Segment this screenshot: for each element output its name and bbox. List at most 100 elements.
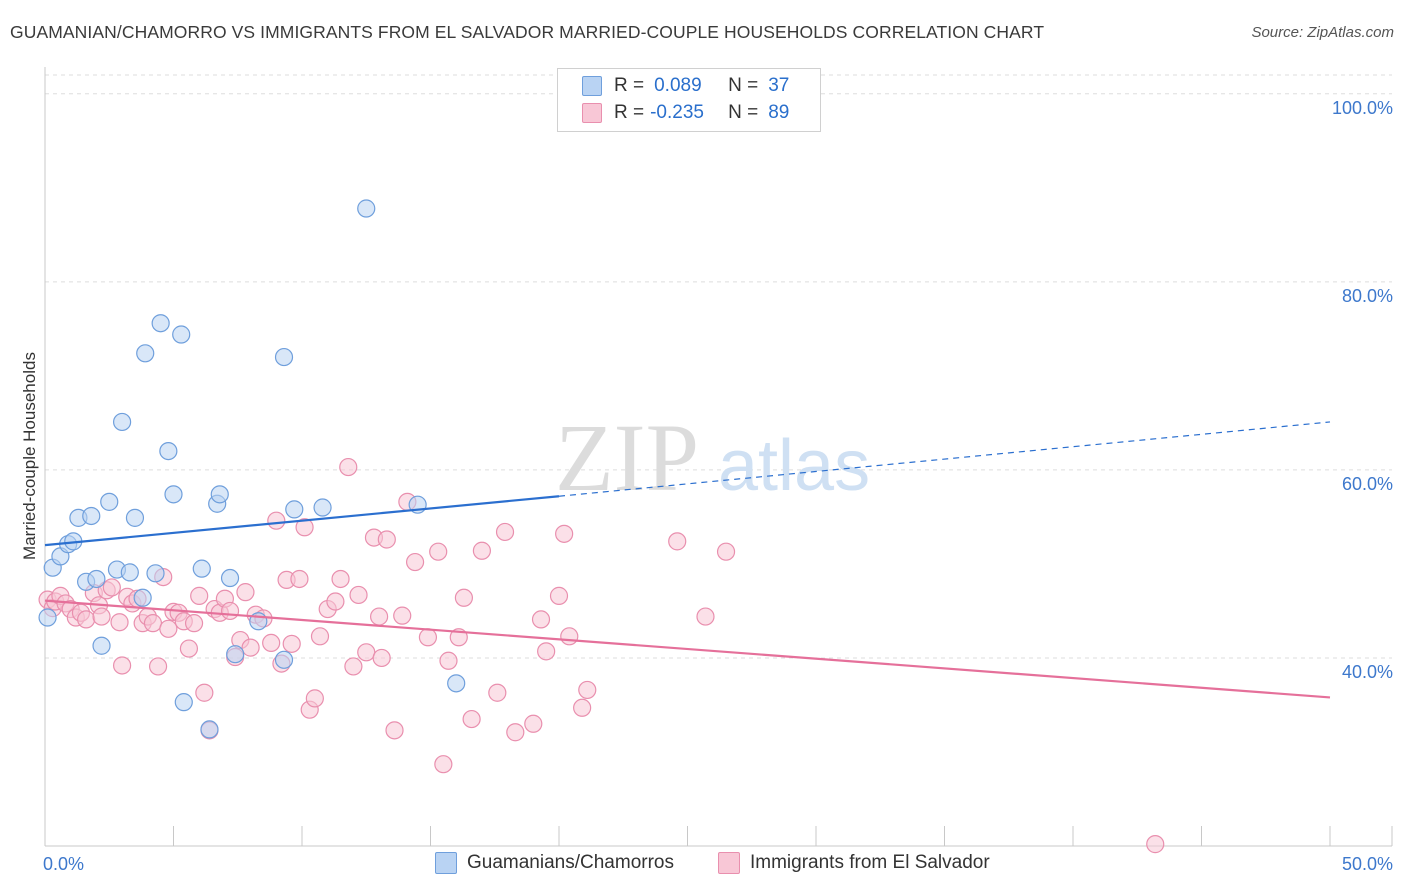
pink-data-point	[555, 524, 574, 543]
pink-data-point	[102, 578, 121, 597]
y-tick-label: 40.0%	[1342, 662, 1393, 682]
bottom-legend-blue-label: Guamanians/Chamorros	[467, 852, 674, 873]
pink-data-point	[439, 651, 458, 670]
pink-data-point	[143, 614, 163, 633]
pink-data-point	[236, 583, 255, 602]
legend-n-label: N =	[728, 75, 759, 96]
pink-swatch-icon	[718, 852, 740, 874]
watermark: ZIP atlas	[555, 404, 870, 511]
pink-data-point	[220, 601, 240, 621]
pink-data-point	[370, 607, 389, 626]
blue-data-point	[38, 608, 57, 627]
blue-data-point	[220, 568, 240, 588]
bottom-legend-blue: Guamanians/Chamorros	[435, 852, 674, 874]
pink-data-point	[549, 586, 569, 605]
pink-data-point	[241, 638, 260, 657]
pink-data-point	[349, 585, 368, 605]
pink-data-point	[184, 614, 204, 633]
blue-data-point	[100, 492, 119, 511]
pink-data-point	[393, 606, 412, 625]
legend-r-value: 0.089	[654, 75, 702, 96]
source-credit: Source: ZipAtlas.com	[1251, 24, 1394, 41]
axes	[44, 67, 1393, 847]
blue-data-point	[200, 720, 219, 739]
blue-swatch-icon	[582, 76, 602, 96]
pink-data-point	[339, 457, 358, 477]
pink-data-point	[405, 552, 425, 572]
legend-n-label: N =	[728, 102, 759, 123]
pink-data-point	[434, 755, 453, 774]
pink-data-point	[668, 532, 687, 551]
pink-data-point	[148, 657, 168, 676]
blue-swatch-icon	[435, 852, 457, 874]
blue-data-point	[226, 645, 245, 664]
watermark-zip: ZIP	[555, 404, 699, 511]
pink-data-point	[537, 642, 556, 661]
blue-data-point	[447, 674, 466, 693]
pink-data-point	[290, 569, 309, 589]
tick-labels: 40.0% 60.0% 80.0% 100.0% 0.0% 50.0%	[43, 98, 1393, 874]
bottom-legend-pink-label: Immigrants from El Salvador	[750, 852, 990, 873]
pink-data-point	[531, 610, 551, 629]
pink-data-point	[495, 522, 515, 542]
pink-data-point	[262, 633, 281, 653]
legend-r-label: R =	[614, 75, 645, 96]
legend-n-value: 37	[768, 75, 790, 96]
pink-data-point	[372, 648, 391, 668]
pink-data-point	[573, 698, 592, 717]
trend-lines	[44, 421, 1331, 699]
pink-trend-line	[44, 599, 1331, 699]
pink-data-point	[190, 586, 209, 605]
correlation-legend: R = 0.089 N = 37 R = -0.235 N = 89	[557, 68, 821, 132]
pink-data-point	[578, 680, 597, 700]
bottom-legend-pink: Immigrants from El Salvador	[718, 852, 990, 874]
legend-r-value: -0.235	[650, 102, 704, 123]
pink-data-point	[377, 530, 396, 549]
pink-data-point	[77, 610, 96, 629]
y-tick-label: 100.0%	[1332, 98, 1393, 118]
blue-data-point	[92, 636, 111, 655]
pink-data-point	[357, 643, 376, 662]
legend-row-pink: R = -0.235 N = 89	[582, 101, 789, 125]
blue-data-point	[159, 441, 178, 461]
pink-data-point	[331, 569, 350, 589]
pink-data-point	[506, 723, 525, 742]
pink-data-point	[418, 628, 438, 647]
pink-data-point	[179, 639, 199, 658]
pink-data-point	[110, 613, 129, 632]
blue-data-point	[210, 485, 229, 504]
pink-data-point	[159, 619, 178, 638]
pink-data-point	[305, 689, 324, 708]
y-tick-label: 60.0%	[1342, 474, 1393, 494]
pink-series-points	[38, 457, 1165, 854]
pink-data-point	[716, 542, 736, 561]
pink-data-point	[267, 511, 286, 530]
pink-data-point	[462, 709, 481, 729]
chart-title: GUAMANIAN/CHAMORRO VS IMMIGRANTS FROM EL…	[10, 22, 1045, 42]
pink-data-point	[472, 541, 491, 560]
blue-data-point	[151, 314, 170, 333]
pink-data-point	[385, 721, 404, 740]
gridlines	[45, 74, 1392, 659]
blue-data-point	[192, 559, 211, 578]
pink-data-point	[310, 627, 330, 646]
blue-data-point	[285, 500, 304, 519]
legend-row-blue: R = 0.089 N = 37	[582, 74, 789, 98]
blue-data-point	[136, 344, 155, 363]
blue-data-point	[112, 412, 132, 432]
blue-series-points	[38, 199, 466, 739]
pink-data-point	[524, 714, 543, 733]
pink-data-point	[295, 518, 314, 537]
pink-data-point	[1146, 835, 1165, 854]
pink-data-point	[344, 657, 363, 676]
blue-data-point	[274, 650, 294, 669]
blue-data-point	[87, 569, 106, 589]
x-tick-label-min: 0.0%	[43, 854, 84, 874]
pink-data-point	[560, 627, 579, 646]
y-axis-label: Married-couple Households	[20, 352, 39, 560]
blue-data-point	[133, 588, 152, 607]
pink-data-point	[454, 588, 474, 607]
pink-data-point	[429, 542, 448, 561]
pink-data-point	[282, 634, 301, 653]
